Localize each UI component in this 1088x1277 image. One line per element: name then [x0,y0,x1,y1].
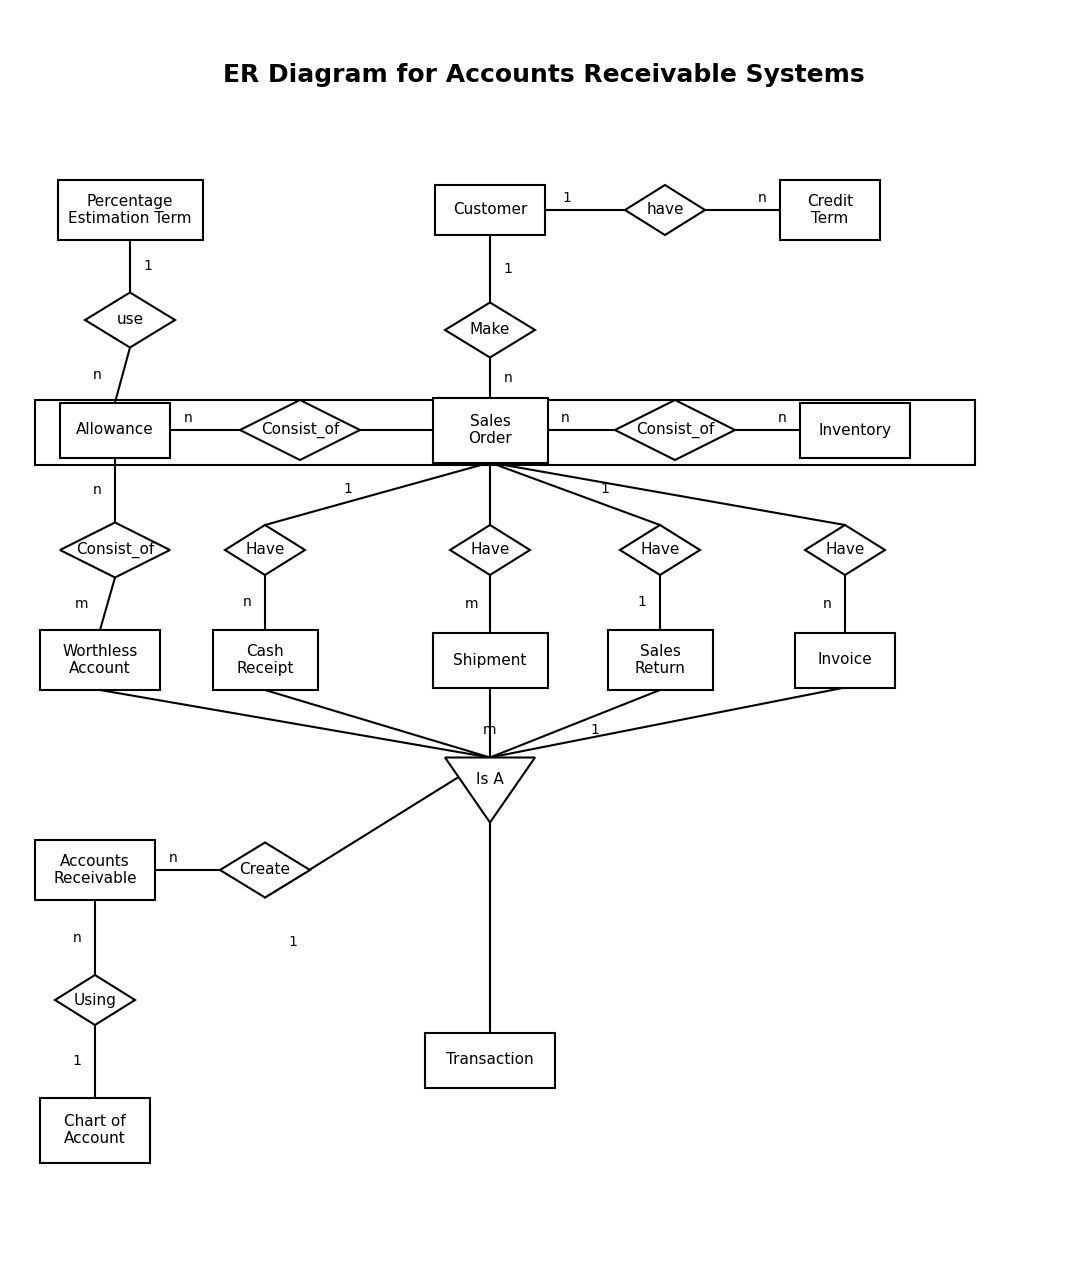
Bar [780,180,880,240]
Bar [60,402,170,457]
Polygon shape [240,400,360,460]
Text: Consist_of: Consist_of [261,421,339,438]
Text: Have: Have [245,543,285,558]
Text: Sales
Order: Sales Order [468,414,511,446]
Bar [425,1033,555,1088]
Bar [433,632,547,687]
Text: 1: 1 [591,723,599,737]
Text: Chart of
Account: Chart of Account [64,1114,126,1147]
Text: 1: 1 [144,259,152,273]
Text: 1: 1 [288,936,297,950]
Polygon shape [225,525,305,575]
Text: n: n [504,370,512,384]
Text: n: n [92,483,101,497]
Text: Percentage
Estimation Term: Percentage Estimation Term [69,194,191,226]
Text: m: m [75,596,89,610]
Text: n: n [169,850,177,865]
Text: n: n [757,192,766,206]
Text: n: n [823,596,831,610]
Text: 1: 1 [343,481,351,495]
Polygon shape [445,303,535,358]
Text: Is A: Is A [477,771,504,787]
Text: Customer: Customer [453,203,528,217]
Polygon shape [445,757,535,822]
Text: n: n [243,595,251,609]
Text: Accounts
Receivable: Accounts Receivable [53,854,137,886]
Bar [607,630,713,690]
Text: use: use [116,313,144,327]
Text: Make: Make [470,323,510,337]
Bar [35,400,975,465]
Text: Sales
Return: Sales Return [634,644,685,677]
Bar [433,397,547,462]
Bar [40,630,160,690]
Text: Worthless
Account: Worthless Account [62,644,138,677]
Polygon shape [805,525,885,575]
Bar [35,840,154,900]
Text: 1: 1 [73,1055,82,1069]
Text: m: m [483,723,497,737]
Bar [435,185,545,235]
Bar [212,630,318,690]
Text: Have: Have [470,543,509,558]
Text: Cash
Receipt: Cash Receipt [236,644,294,677]
Text: Have: Have [641,543,680,558]
Polygon shape [85,292,175,347]
Text: Allowance: Allowance [76,423,153,438]
Text: 1: 1 [504,262,512,276]
Text: Consist_of: Consist_of [635,421,714,438]
Text: have: have [646,203,683,217]
Polygon shape [620,525,700,575]
Polygon shape [450,525,530,575]
Text: Have: Have [826,543,865,558]
Polygon shape [615,400,735,460]
Text: ER Diagram for Accounts Receivable Systems: ER Diagram for Accounts Receivable Syste… [223,63,865,87]
Text: n: n [184,411,193,425]
Text: Shipment: Shipment [454,653,527,668]
Text: Invoice: Invoice [817,653,873,668]
Text: Inventory: Inventory [818,423,891,438]
Bar [40,1097,150,1162]
Text: Credit
Term: Credit Term [807,194,853,226]
Polygon shape [220,843,310,898]
Text: 1: 1 [562,192,571,206]
Text: m: m [466,596,479,610]
Polygon shape [55,976,135,1025]
Text: n: n [561,411,570,425]
Text: 1: 1 [601,481,609,495]
Text: Using: Using [74,992,116,1008]
Polygon shape [625,185,705,235]
Text: n: n [73,931,82,945]
Text: Create: Create [239,862,290,877]
Text: n: n [92,368,101,382]
Text: Transaction: Transaction [446,1052,534,1068]
Text: n: n [778,411,787,425]
Bar [58,180,202,240]
Bar [795,632,895,687]
Text: 1: 1 [638,595,646,609]
Text: Consist_of: Consist_of [76,541,154,558]
Bar [800,402,910,457]
Polygon shape [60,522,170,577]
